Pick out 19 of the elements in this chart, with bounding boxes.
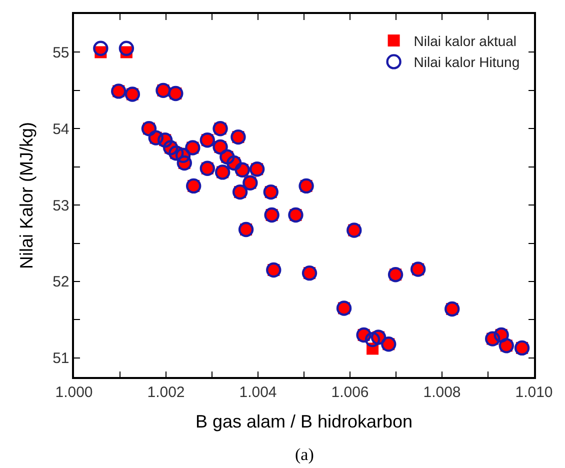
x-tick-label: 1.000 <box>55 384 93 401</box>
legend-label: Nilai kalor Hitung <box>414 54 520 70</box>
y-tick-label: 55 <box>52 44 70 62</box>
x-tick-label: 1.002 <box>147 384 185 401</box>
y-tick-label: 53 <box>52 197 70 214</box>
x-tick-label: 1.010 <box>515 384 553 401</box>
text: (a) <box>295 445 314 464</box>
y-axis-title: Nilai Kalor (MJ/kg) <box>16 122 36 270</box>
y-tick-label: 54 <box>52 120 70 138</box>
point <box>364 332 380 348</box>
point <box>93 40 108 56</box>
y-tick-label: 52 <box>52 274 70 291</box>
point <box>118 40 134 56</box>
x-tick-label: 1.008 <box>423 384 461 401</box>
legend-label: Nilai kalor aktual <box>414 32 517 49</box>
x-axis-title: B gas alam / B hidrokarbon <box>195 411 413 432</box>
y-tick-label: 51 <box>52 350 70 368</box>
x-tick-label: 1.006 <box>331 384 369 401</box>
x-tick-label: 1.004 <box>239 384 277 401</box>
